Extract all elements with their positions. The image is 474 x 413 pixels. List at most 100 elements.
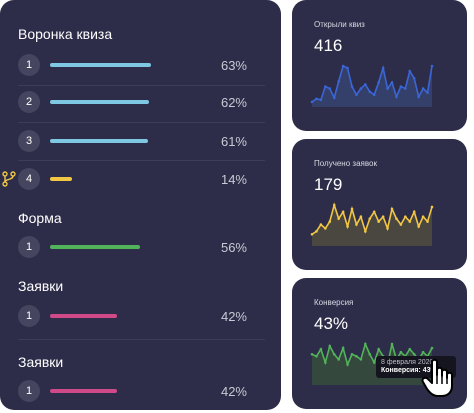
step-progress-bar: [50, 139, 148, 143]
stat-card-applications-received[interactable]: Получено заявок 179: [292, 139, 467, 270]
sparkline-point: [390, 207, 394, 211]
sparkline-point: [332, 96, 336, 100]
sparkline-point: [355, 93, 358, 96]
sparkline-point: [408, 69, 412, 73]
sparkline-point: [364, 342, 367, 346]
sparkline-point: [310, 232, 314, 236]
sparkline-point: [332, 352, 336, 356]
applications-title: Заявки: [18, 278, 64, 294]
sparkline-point: [364, 230, 367, 233]
sparkline-area: [312, 205, 432, 246]
stat-value: 179: [314, 175, 343, 194]
sparkline-point: [359, 87, 363, 90]
stat-value: 416: [314, 36, 343, 55]
sparkline-point: [337, 217, 340, 220]
step-percent: 42%: [220, 309, 247, 324]
applications-title: Заявки: [18, 354, 64, 370]
sparkline-point: [346, 66, 349, 70]
sparkline-point: [421, 87, 425, 90]
step-number: 1: [18, 305, 40, 327]
sparkline-point: [310, 352, 314, 356]
sparkline-point: [350, 207, 354, 211]
form-step-1[interactable]: 1 56%: [0, 232, 281, 262]
step-number: 1: [18, 54, 40, 76]
step-percent: 42%: [220, 384, 247, 399]
sparkline-point: [399, 350, 403, 354]
sparkline-point: [377, 220, 380, 223]
sparkline-point: [341, 210, 345, 214]
step-percent: 61%: [220, 134, 247, 149]
sparkline-point: [359, 358, 363, 361]
funnel-step-1[interactable]: 1 63%: [0, 50, 281, 80]
sparkline-point: [328, 344, 332, 348]
sparkline-point: [412, 352, 416, 356]
sparkline-point: [421, 215, 425, 219]
divider: [18, 85, 265, 86]
sparkline-point: [324, 227, 327, 230]
divider: [18, 339, 265, 340]
sparkline-line: [311, 64, 433, 103]
stat-card-quiz-opened[interactable]: Открыли квиз 416: [292, 0, 467, 131]
sparkline-point: [337, 80, 340, 83]
stat-label: Конверсия: [314, 298, 354, 307]
step-number: 1: [18, 380, 40, 402]
sparkline-point: [408, 220, 412, 223]
funnel-step-3[interactable]: 3 61%: [0, 126, 281, 156]
sparkline-point: [315, 230, 318, 233]
sparkline-point: [395, 217, 398, 220]
step-progress-bar: [50, 389, 117, 393]
applications-step-1[interactable]: 1 42%: [0, 376, 281, 406]
step-percent: 14%: [220, 172, 247, 187]
sparkline-point: [412, 210, 416, 214]
sparkline-point: [319, 223, 323, 226]
step-progress-bar: [50, 314, 117, 318]
sparkline-point: [377, 347, 380, 351]
step-progress-bar: [50, 63, 151, 67]
form-title: Форма: [18, 210, 62, 226]
sparkline-point: [368, 352, 372, 356]
sparkline-point: [332, 203, 336, 207]
step-number: 1: [18, 236, 40, 258]
sparkline-point: [430, 205, 434, 209]
sparkline-point: [421, 350, 425, 354]
sparkline-point: [399, 85, 403, 88]
sparkline-point: [368, 90, 372, 93]
step-percent: 56%: [220, 240, 247, 255]
sparkline-point: [328, 220, 332, 223]
step-progress-bar: [50, 177, 72, 181]
sparkline-point: [372, 361, 376, 364]
sparkline-point: [404, 215, 407, 219]
sparkline-point: [324, 361, 327, 364]
applications-step-1[interactable]: 1 42%: [0, 301, 281, 331]
sparkline-point: [381, 66, 385, 70]
sparkline-point: [359, 215, 363, 219]
stat-value: 43%: [314, 314, 349, 333]
sparkline-chart: [310, 64, 434, 107]
sparkline-point: [430, 64, 434, 68]
sparkline-point: [408, 347, 412, 351]
sparkline-point: [341, 64, 345, 68]
branch-icon[interactable]: [2, 171, 16, 187]
sparkline-point: [310, 100, 314, 104]
funnel-step-4[interactable]: 4 14%: [0, 164, 281, 194]
sparkline-point: [341, 346, 345, 350]
stat-label: Получено заявок: [314, 159, 377, 168]
sparkline-point: [328, 87, 332, 90]
sparkline-point: [350, 85, 354, 88]
sparkline-point: [390, 81, 394, 84]
sparkline-point: [372, 210, 376, 214]
step-number: 2: [18, 91, 40, 113]
sparkline-point: [324, 85, 327, 88]
sparkline-point: [350, 352, 354, 356]
sparkline-point: [412, 77, 416, 80]
sparkline-point: [355, 223, 358, 226]
sparkline-point: [386, 227, 389, 230]
sparkline-point: [426, 91, 429, 94]
sparkline-point: [319, 347, 323, 351]
sparkline-point: [319, 98, 323, 102]
step-progress-bar: [50, 245, 140, 249]
sparkline-point: [315, 355, 318, 358]
sparkline-point: [404, 87, 407, 90]
funnel-step-2[interactable]: 2 62%: [0, 87, 281, 117]
tooltip-value: 43%: [422, 367, 437, 374]
